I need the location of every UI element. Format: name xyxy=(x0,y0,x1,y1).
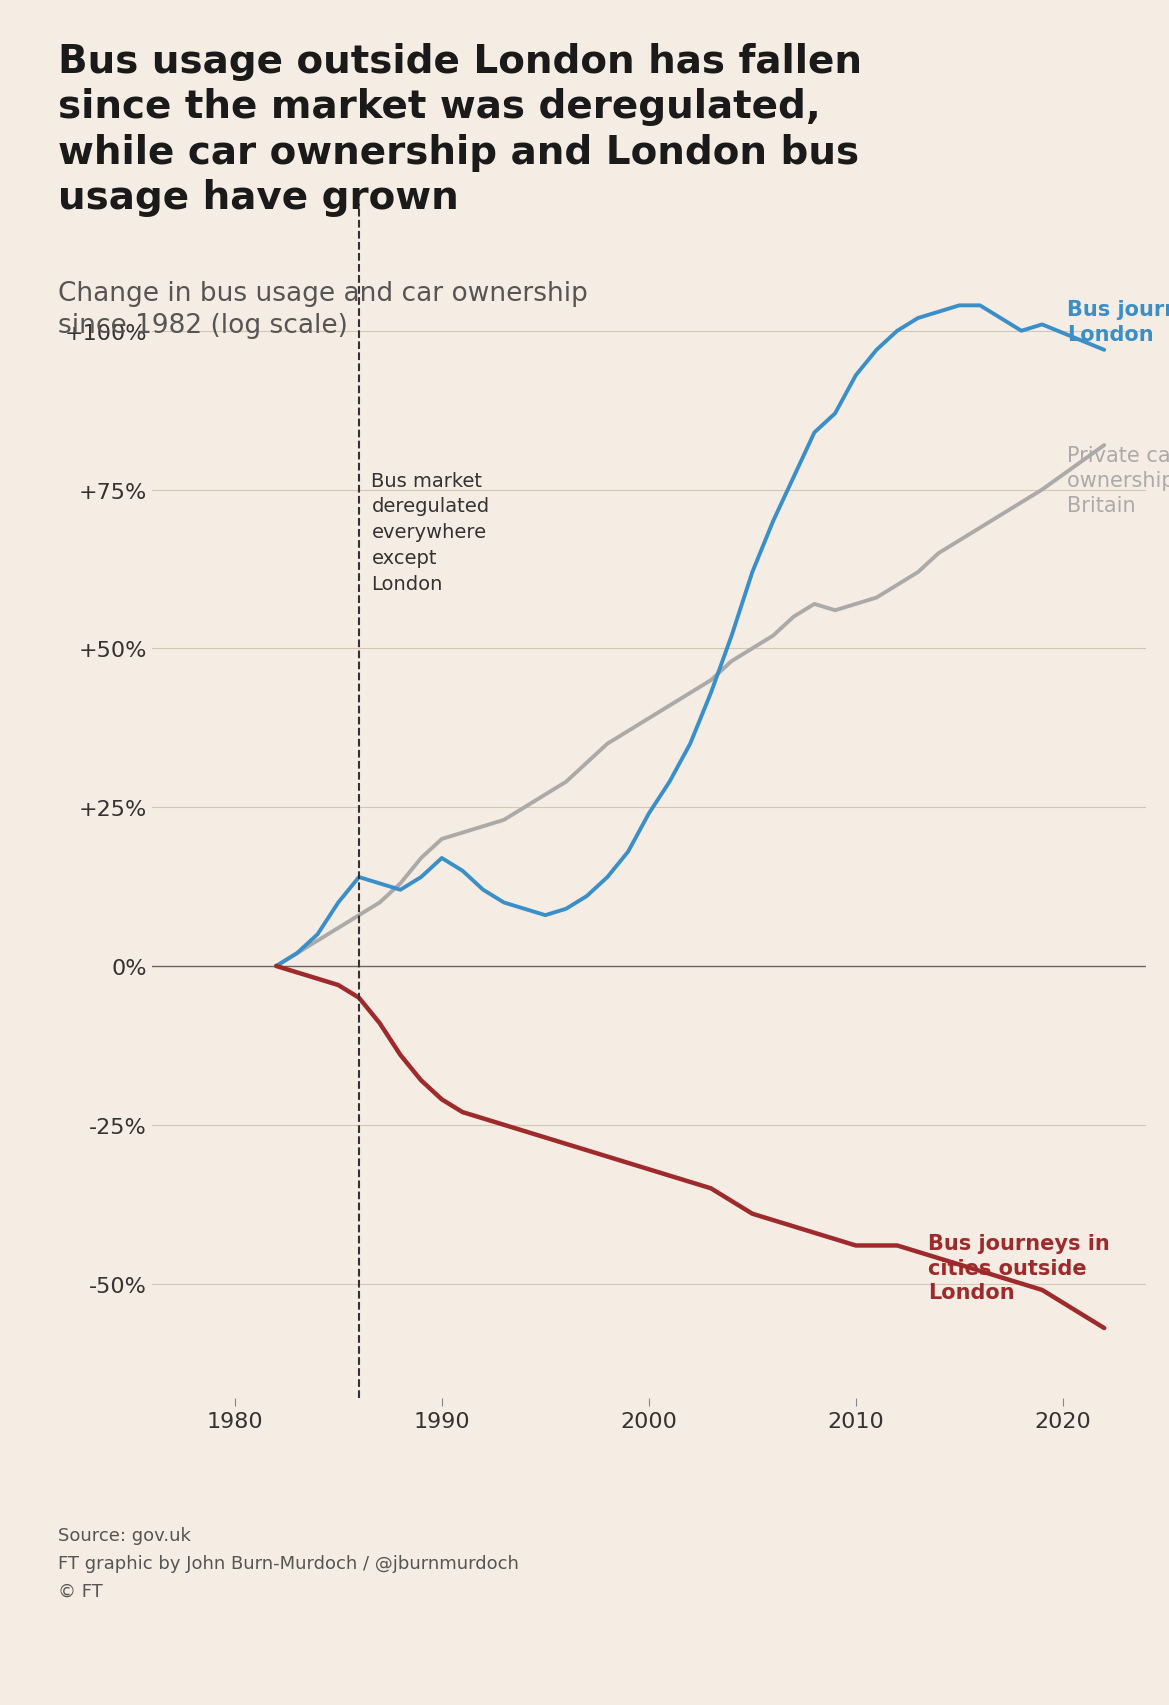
Text: Bus usage outside London has fallen
since the market was deregulated,
while car : Bus usage outside London has fallen sinc… xyxy=(58,43,863,217)
Text: Private car
ownership in
Britain: Private car ownership in Britain xyxy=(1067,445,1169,515)
Text: Bus market
deregulated
everywhere
except
London: Bus market deregulated everywhere except… xyxy=(372,471,490,593)
Text: Bus journeys in
cities outside
London: Bus journeys in cities outside London xyxy=(928,1233,1111,1303)
Text: Change in bus usage and car ownership
since 1982 (log scale): Change in bus usage and car ownership si… xyxy=(58,281,588,339)
Text: Source: gov.uk
FT graphic by John Burn-Murdoch / @jburnmurdoch
© FT: Source: gov.uk FT graphic by John Burn-M… xyxy=(58,1526,519,1599)
Text: Bus journeys in
London: Bus journeys in London xyxy=(1067,300,1169,344)
